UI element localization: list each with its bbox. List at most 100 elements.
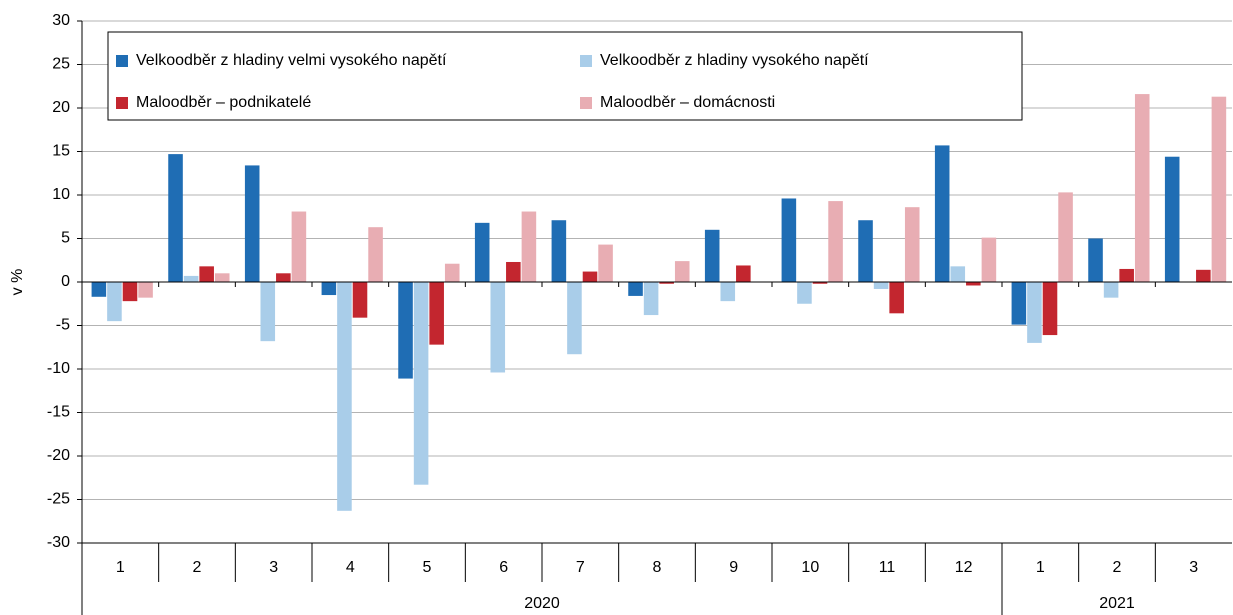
x-tick-label: 3 xyxy=(269,559,278,576)
bar xyxy=(582,271,598,282)
x-tick-label: 7 xyxy=(576,559,585,576)
x-tick-label: 12 xyxy=(955,559,973,576)
bar xyxy=(91,282,107,297)
x-tick-label: 2 xyxy=(1113,559,1122,576)
y-tick-label: -30 xyxy=(47,534,70,551)
bar xyxy=(429,282,444,345)
bar xyxy=(904,207,920,282)
bar xyxy=(889,282,904,314)
bar xyxy=(398,282,413,379)
bar xyxy=(276,273,291,282)
x-tick-label: 4 xyxy=(346,559,355,576)
bar xyxy=(628,282,643,296)
legend-label: Maloodběr – domácnosti xyxy=(600,94,775,111)
y-tick-label: -5 xyxy=(56,317,70,334)
legend-label: Velkoodběr z hladiny velmi vysokého napě… xyxy=(136,52,447,69)
bar xyxy=(138,282,153,298)
legend-label: Velkoodběr z hladiny vysokého napětí xyxy=(600,52,869,69)
bar xyxy=(1088,238,1103,282)
bar xyxy=(736,265,751,282)
bar xyxy=(934,145,950,282)
bar xyxy=(1196,269,1211,282)
bar xyxy=(966,282,981,286)
bar xyxy=(321,282,337,296)
legend: Velkoodběr z hladiny velmi vysokého napě… xyxy=(107,31,1023,121)
legend-swatch xyxy=(580,97,592,109)
x-tick-label: 6 xyxy=(499,559,508,576)
bar xyxy=(797,282,812,304)
legend-label: Maloodběr – podnikatelé xyxy=(136,94,311,111)
y-tick-label: 15 xyxy=(52,143,70,160)
bar xyxy=(643,282,659,316)
bar xyxy=(521,211,537,282)
bar xyxy=(781,198,797,282)
bar xyxy=(214,273,230,282)
legend-swatch xyxy=(116,55,128,67)
y-tick-label: 20 xyxy=(52,99,70,116)
bar xyxy=(1164,156,1180,282)
y-tick-label: -20 xyxy=(47,447,70,464)
bar xyxy=(720,282,736,302)
bar xyxy=(674,261,690,282)
bar xyxy=(598,244,613,282)
bar xyxy=(352,282,368,318)
bar xyxy=(506,261,521,282)
bar xyxy=(1211,96,1227,282)
bar xyxy=(474,222,490,282)
bar xyxy=(812,282,828,284)
bar xyxy=(981,237,997,282)
bar xyxy=(122,282,138,302)
x-tick-label: 9 xyxy=(729,559,738,576)
bar xyxy=(1011,282,1027,325)
group-label: 2021 xyxy=(1099,595,1135,612)
x-tick-label: 2 xyxy=(193,559,202,576)
bar xyxy=(659,282,674,284)
legend-box xyxy=(107,31,1023,121)
y-tick-label: -25 xyxy=(47,491,70,508)
x-tick-label: 10 xyxy=(801,559,819,576)
x-tick-label: 1 xyxy=(1036,559,1045,576)
bar xyxy=(490,282,506,373)
bar xyxy=(1027,282,1042,343)
bar xyxy=(567,282,582,355)
y-tick-label: 5 xyxy=(61,230,70,247)
y-tick-label: 30 xyxy=(52,12,70,29)
bar xyxy=(1103,282,1119,298)
bar xyxy=(950,266,966,282)
x-tick-label: 11 xyxy=(879,559,896,576)
x-tick-label: 5 xyxy=(423,559,432,576)
legend-swatch xyxy=(116,97,128,109)
bar xyxy=(260,282,276,342)
y-axis-label: v % xyxy=(9,269,26,296)
bar xyxy=(413,282,429,485)
x-tick-label: 3 xyxy=(1189,559,1198,576)
y-tick-label: -10 xyxy=(47,360,70,377)
bar xyxy=(168,154,183,282)
y-tick-label: -15 xyxy=(47,404,70,421)
bar xyxy=(551,220,567,282)
bar xyxy=(337,282,352,511)
bar xyxy=(873,282,889,289)
bar xyxy=(1119,268,1134,282)
bar xyxy=(199,266,214,282)
bar xyxy=(858,220,873,282)
bar xyxy=(704,229,720,282)
y-tick-label: 25 xyxy=(52,56,70,73)
bar xyxy=(1134,94,1150,282)
bar xyxy=(183,275,199,282)
bar xyxy=(244,165,260,282)
bar xyxy=(107,282,122,322)
bar xyxy=(1058,192,1073,282)
group-label: 2020 xyxy=(524,595,560,612)
y-tick-label: 10 xyxy=(52,186,70,203)
y-tick-label: 0 xyxy=(61,273,70,290)
bar xyxy=(368,227,383,282)
legend-swatch xyxy=(580,55,592,67)
x-tick-label: 8 xyxy=(653,559,662,576)
bar xyxy=(291,211,307,282)
bar xyxy=(1042,282,1058,336)
bar xyxy=(444,263,460,282)
bar xyxy=(828,201,843,282)
